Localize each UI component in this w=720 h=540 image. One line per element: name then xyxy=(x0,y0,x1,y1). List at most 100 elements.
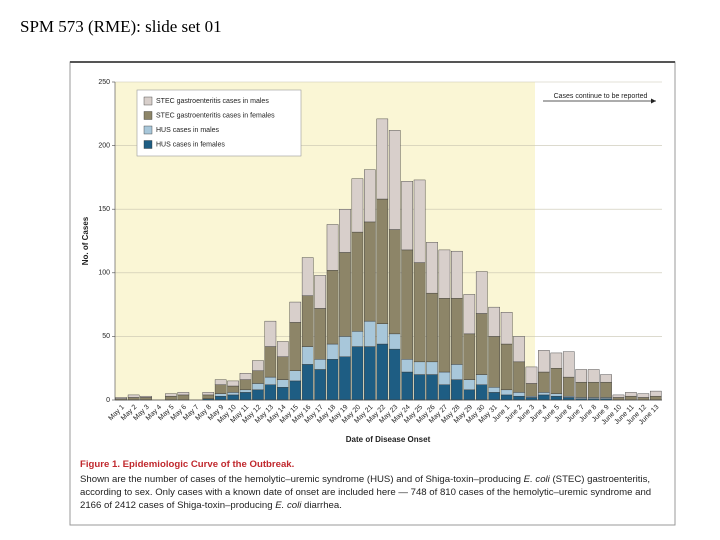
bar-segment xyxy=(401,371,413,401)
bar-segment xyxy=(301,364,314,401)
legend-swatch xyxy=(143,111,153,120)
bar-segment xyxy=(351,178,364,233)
bar-segment xyxy=(239,379,252,391)
bar-segment xyxy=(513,392,525,397)
caption-text: E. coli xyxy=(275,500,302,511)
bar-segment xyxy=(426,374,438,401)
bar-segment xyxy=(227,394,239,401)
bar-segment xyxy=(364,320,376,347)
bar-segment xyxy=(314,308,326,360)
bar-segment xyxy=(326,343,339,360)
y-tick-label: 100 xyxy=(98,270,110,277)
y-tick-label: 250 xyxy=(98,79,110,86)
bar-segment xyxy=(438,298,451,373)
bar-segment xyxy=(301,295,314,347)
bar-segment xyxy=(388,333,401,350)
bar-segment xyxy=(600,374,612,383)
bar-segment xyxy=(376,198,389,324)
caption-text: Shown are the number of cases of the hem… xyxy=(80,474,524,485)
bar-segment xyxy=(277,387,289,401)
x-axis-label: Date of Disease Onset xyxy=(346,435,431,444)
bar-segment xyxy=(364,169,376,223)
bar-segment xyxy=(475,374,488,385)
bar-segment xyxy=(438,384,451,401)
bar-segment xyxy=(289,322,302,371)
bar-segment xyxy=(115,397,128,399)
bar-segment xyxy=(401,181,413,251)
bar-segment xyxy=(239,389,252,393)
bar-segment xyxy=(376,343,389,401)
bar-segment xyxy=(165,393,177,397)
y-tick-label: 0 xyxy=(106,397,110,404)
bar-segment xyxy=(525,366,538,384)
bar-segment xyxy=(538,394,550,401)
bar-segment xyxy=(351,231,364,332)
caption: Figure 1. Epidemiologic Curve of the Out… xyxy=(80,458,668,512)
bar-segment xyxy=(202,392,215,396)
bar-segment xyxy=(562,351,575,378)
plot-background-late xyxy=(535,82,662,400)
bar-segment xyxy=(277,341,289,357)
bar-segment xyxy=(475,384,488,401)
bar-segment xyxy=(289,370,302,382)
legend-label: HUS cases in females xyxy=(156,141,225,148)
bar-segment xyxy=(165,395,177,401)
bar-segment xyxy=(649,395,662,401)
bar-segment xyxy=(538,392,550,396)
bar-segment xyxy=(214,395,227,401)
bar-segment xyxy=(351,346,364,401)
caption-body: Shown are the number of cases of the hem… xyxy=(80,474,651,511)
bar-segment xyxy=(413,361,426,375)
bar-segment xyxy=(239,392,252,401)
bar-segment xyxy=(252,360,264,371)
bar-segment xyxy=(264,376,277,385)
legend-swatch xyxy=(143,96,153,106)
bar-segment xyxy=(388,229,401,335)
bar-segment xyxy=(525,383,538,397)
bar-segment xyxy=(376,323,389,345)
bar-segment xyxy=(488,306,500,337)
bar-segment xyxy=(401,359,413,373)
bar-segment xyxy=(277,379,289,388)
legend-label: STEC gastroenteritis cases in females xyxy=(156,112,275,119)
bar-segment xyxy=(451,364,463,380)
bar-segment xyxy=(637,393,650,398)
caption-label: Figure 1. Epidemiologic Curve of the Out… xyxy=(80,459,295,470)
bar-segment xyxy=(252,389,264,401)
bar-segment xyxy=(413,374,426,401)
bar-segment xyxy=(463,294,476,335)
legend-label: STEC gastroenteritis cases in males xyxy=(156,98,269,105)
bar-segment xyxy=(463,379,476,391)
bar-segment xyxy=(376,118,389,200)
bar-segment xyxy=(214,393,227,397)
bar-segment xyxy=(463,389,476,401)
bar-segment xyxy=(339,252,351,337)
bar-segment xyxy=(587,369,600,383)
bar-segment xyxy=(314,369,326,401)
bar-segment xyxy=(562,376,575,397)
bar-segment xyxy=(488,336,500,388)
bar-segment xyxy=(289,380,302,401)
legend-swatch xyxy=(143,125,153,135)
bar-segment xyxy=(314,359,326,370)
bar-segment xyxy=(364,346,376,401)
bar-segment xyxy=(475,271,488,314)
bar-segment xyxy=(388,130,401,230)
bar-segment xyxy=(401,249,413,360)
caption-text: E. coli xyxy=(523,474,550,485)
bar-segment xyxy=(264,346,277,378)
bar-segment xyxy=(227,392,239,396)
bar-segment xyxy=(625,392,637,397)
bar-segment xyxy=(550,368,563,394)
bar-segment xyxy=(426,361,438,375)
bar-segment xyxy=(214,384,227,394)
caption-text: (STEC) gastroenteritis, according to sex… xyxy=(80,474,652,511)
bar-segment xyxy=(587,381,600,398)
bar-segment xyxy=(612,394,625,398)
slide-title: SPM 573 (RME): slide set 01 xyxy=(20,17,222,36)
y-tick-label: 150 xyxy=(98,206,110,213)
bar-segment xyxy=(538,371,550,393)
bar-segment xyxy=(575,369,587,383)
bar-segment xyxy=(301,257,314,296)
